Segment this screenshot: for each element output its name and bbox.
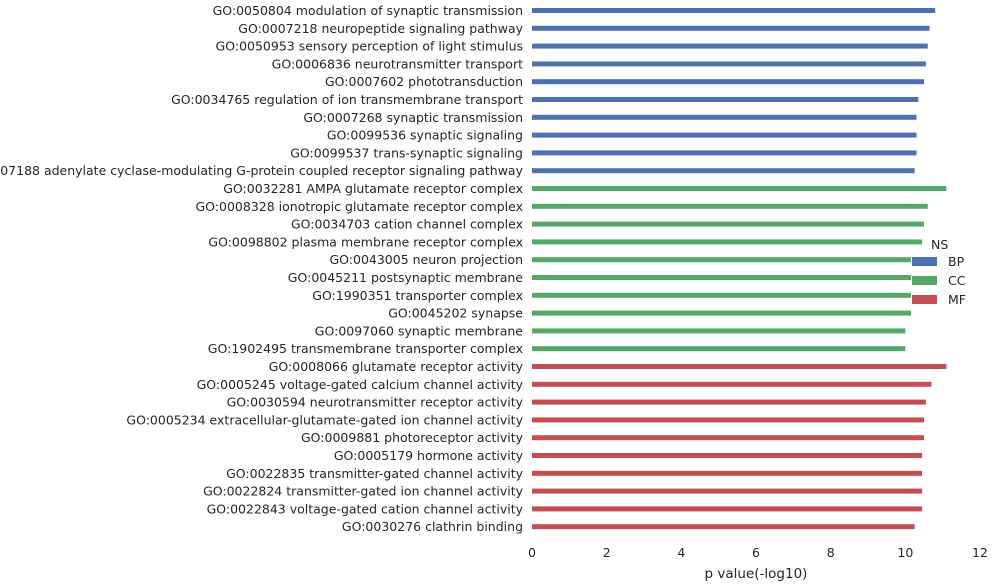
bar [532,186,947,191]
category-label: GO:0043005 neuron projection [329,252,523,267]
legend-entries: BP CC MF [912,254,966,307]
bar [532,506,923,512]
legend-label: CC [948,273,966,288]
category-label: GO:0007218 neuropeptide signaling pathwa… [238,21,523,36]
bar [532,417,924,423]
bar [532,453,923,458]
bar [532,328,906,334]
category-label: GO:0099536 synaptic signaling [327,128,523,143]
category-label: GO:0005234 extracellular-glutamate-gated… [126,412,523,427]
category-label: GO:0034765 regulation of ion transmembra… [171,92,523,107]
bar [532,435,924,441]
category-label: GO:0099537 trans-synaptic signaling [290,145,523,160]
category-label: GO:0045202 synapse [388,306,523,321]
category-label: GO:1902495 transmembrane transporter com… [208,341,523,356]
bar [532,43,928,49]
category-label: GO:0007188 adenylate cyclase-modulating … [0,163,524,178]
bar [532,221,924,227]
bar [532,97,919,102]
x-tick-label: 4 [677,545,685,560]
bar [532,8,936,13]
bar [532,25,930,31]
legend: NS BP CC MF [912,237,966,307]
x-axis-ticks: 0 2 4 6 8 10 12 [528,545,988,560]
category-label: GO:0008328 ionotropic glutamate receptor… [196,199,524,214]
category-label: GO:0008066 glutamate receptor activity [269,359,524,374]
bar [532,168,915,174]
legend-swatch [912,295,937,304]
category-label: GO:0050804 modulation of synaptic transm… [213,3,523,18]
bar [532,364,947,369]
legend-swatch [912,276,937,285]
x-tick-label: 12 [972,545,988,560]
bar [532,524,915,530]
bar [532,292,911,298]
category-label: GO:0045211 postsynaptic membrane [288,270,524,285]
x-tick-label: 6 [752,545,760,560]
legend-title: NS [931,237,948,252]
x-tick-label: 2 [603,545,611,560]
bar [532,257,911,263]
category-label: GO:0050953 sensory perception of light s… [216,39,523,54]
bar [532,132,917,138]
legend-label: BP [948,254,965,269]
bar [532,203,928,209]
bar [532,310,911,316]
category-label: GO:0006836 neurotransmitter transport [272,56,523,71]
bars-layer [532,8,947,530]
category-label: GO:0098802 plasma membrane receptor comp… [208,234,523,249]
bar [532,114,917,120]
bar [532,275,911,280]
bar [532,488,923,494]
category-label: GO:0007268 synaptic transmission [303,110,523,125]
bar [532,150,917,156]
category-label: GO:0034703 cation channel complex [291,217,523,232]
category-label: GO:0030594 neurotransmitter receptor act… [227,395,524,410]
bar [532,61,926,67]
bar [532,399,926,405]
bar [532,79,924,85]
category-label: GO:0005245 voltage-gated calcium channel… [197,377,524,392]
bar [532,381,932,387]
bar [532,346,906,352]
category-label: GO:1990351 transporter complex [312,288,523,303]
category-label: GO:0022835 transmitter-gated channel act… [226,466,523,481]
x-axis-title: p value(-log10) [705,566,808,582]
legend-label: MF [948,292,966,307]
category-label: GO:0009881 photoreceptor activity [301,430,524,445]
category-label: GO:0030276 clathrin binding [342,519,523,534]
category-label: GO:0097060 synaptic membrane [315,323,524,338]
category-labels: GO:0050804 modulation of synaptic transm… [0,3,524,534]
category-label: GO:0005179 hormone activity [334,448,524,463]
bar [532,239,923,245]
category-label: GO:0007602 phototransduction [325,74,523,89]
category-label: GO:0022824 transmitter-gated ion channel… [203,484,524,499]
x-tick-label: 0 [528,545,536,560]
category-label: GO:0032281 AMPA glutamate receptor compl… [223,181,523,196]
category-label: GO:0022843 voltage-gated cation channel … [207,501,524,516]
x-tick-label: 10 [897,545,913,560]
legend-swatch [912,257,937,266]
x-tick-label: 8 [827,545,835,560]
bar [532,470,923,476]
